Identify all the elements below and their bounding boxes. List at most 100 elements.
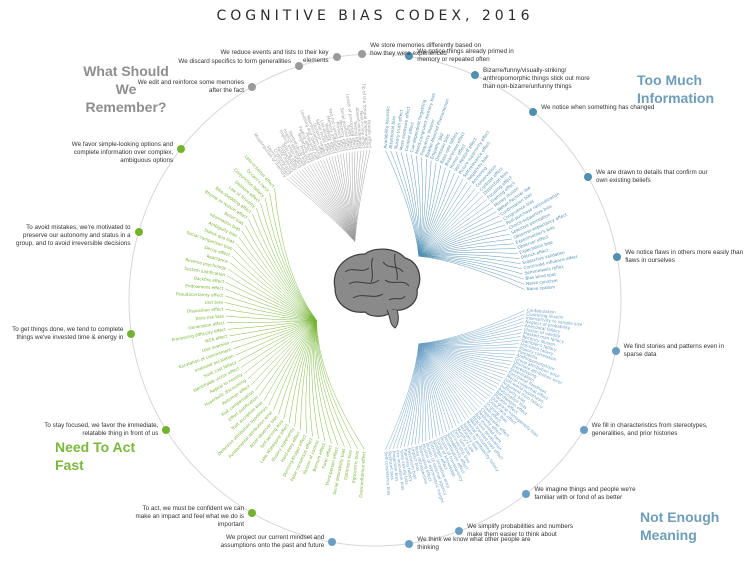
branch-line [325,158,356,242]
category-dot [579,426,588,435]
bias-label: Neglect of probability [525,319,571,331]
category-caption: We store memories differently based on h… [370,42,482,58]
category-caption: We favor simple-looking options and comp… [71,140,174,164]
bias-label: Self-consistency bias [384,451,392,495]
branch-line [231,255,317,321]
branch-line [328,157,356,242]
branch-line [418,310,525,345]
branch-line [225,309,317,321]
branch-line [241,230,317,321]
branch-line [418,255,525,285]
branch-line [400,152,420,257]
branch-line [418,343,515,355]
bias-label: Anecdotal fallacy [524,323,561,334]
category-dot [328,538,337,547]
branch-line [395,151,420,257]
branch-line [400,343,420,448]
branch-line [418,215,500,257]
category-dot [177,144,186,153]
category-dot [162,426,171,435]
branch-line [418,255,523,275]
category-dot [405,52,414,61]
bias-label: System justification [184,266,226,278]
branch-line [418,343,518,349]
branch-line [418,343,488,400]
branch-line [418,343,500,385]
branch-line [235,319,317,356]
branch-line [237,319,317,362]
category-dot [471,71,480,80]
branch-line [256,208,317,321]
branch-line [418,211,497,257]
branch-line [229,319,317,337]
category-dot [405,539,414,548]
bias-label: Tip of the tongue phenomenon [361,82,370,148]
bias-label: Restraint bias [387,451,395,480]
branch-line [235,243,317,321]
branch-line [418,184,472,257]
branch-line [273,320,317,411]
branch-line [240,320,317,368]
branch-line [418,343,506,376]
branch-line [418,343,498,388]
branch-line [233,249,317,321]
category-dot [294,62,303,71]
branch-line [418,238,513,257]
bias-label: Context effect [404,121,415,151]
branch-line [418,343,434,439]
branch-line [418,343,514,359]
branch-line [418,157,423,257]
bias-label: Endowment effect [185,283,224,291]
branch-line [238,236,317,321]
category-dot [332,53,341,62]
branch-line [418,191,480,257]
branch-line [418,313,525,345]
branch-line [418,343,493,394]
branch-line [396,343,420,449]
branch-line [418,343,447,432]
bias-label: Availability heuristic [383,105,391,148]
branch-line [227,319,317,330]
branch-line [418,195,484,257]
category-dot [455,527,464,536]
branch-line [418,181,468,257]
branch-line [274,188,317,321]
branch-line [418,224,505,257]
branch-line [418,332,522,345]
branch-line [309,320,317,437]
category-caption: We find stories and patterns even in spa… [623,343,724,359]
branch-line [260,202,317,321]
branch-line [316,320,352,449]
bias-label: Forer effect [321,444,333,469]
branch-line [225,282,317,321]
category-caption: We are drawn to details that confirm our… [596,169,708,184]
branch-line [390,150,420,257]
bias-label: Disposition effect [187,306,224,313]
branch-line [248,219,317,321]
branch-line [418,343,466,420]
quadrant-label-remember: What Should We Remember? [83,63,169,115]
quadrant-label-act-fast: Need To Act Fast [55,439,136,473]
branch-line [278,320,317,415]
branch-line [405,153,420,257]
branch-line [418,343,451,431]
branch-line [315,320,345,447]
branch-line [418,317,524,345]
branch-line [311,320,319,440]
category-dot [134,228,143,237]
branch-line [418,255,521,264]
category-caption: We imagine things and people we're famil… [534,485,636,501]
bias-label: Clustering illusion [526,311,564,320]
category-caption: We notice flaws in others more easily th… [625,249,744,265]
branch-line [251,320,317,386]
branch-line [418,343,504,379]
bias-label: Projection bias [391,451,400,482]
branch-line [418,167,446,257]
branch-line [316,320,365,450]
category-dot [248,82,256,91]
brain-icon [333,248,421,329]
branch-line [418,343,483,405]
branch-line [418,233,510,257]
category-caption: We project our current mindset and assum… [220,534,325,550]
category-caption: We notice things already primed in memor… [417,48,514,64]
